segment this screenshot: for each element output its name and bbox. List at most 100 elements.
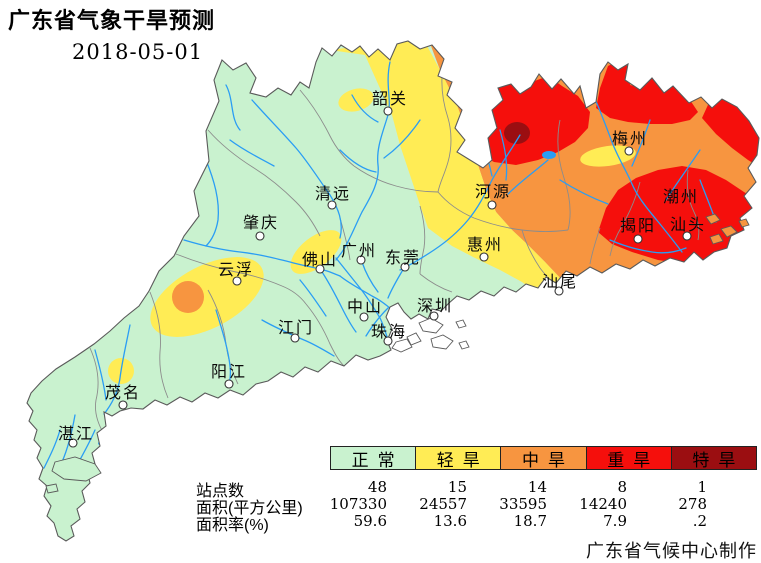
city-label-shenzhen: 深圳 (416, 298, 454, 315)
region-moderate-west-spot (172, 281, 204, 313)
region-light-drought-band (330, 41, 585, 308)
stats-row-label: 面积率(%) (196, 517, 269, 534)
stats-value: 15 (447, 478, 467, 496)
city-label-dongguan: 东莞 (384, 250, 422, 267)
stats-value: 33595 (499, 495, 547, 513)
region-severe-east-corner (702, 96, 759, 168)
city-label-yangjiang: 阳江 (210, 364, 248, 381)
city-label-guangzhou: 广州 (340, 243, 378, 260)
city-marker-maoming (118, 400, 128, 410)
stats-value: 1 (697, 478, 707, 496)
city-marker-shanwei (554, 286, 564, 296)
city-label-heyuan: 河源 (474, 184, 512, 201)
stats-value: 14 (527, 478, 547, 496)
city-marker-foshan (315, 264, 325, 274)
city-label-shantou: 汕头 (669, 217, 707, 234)
city-label-jieyang: 揭阳 (619, 218, 657, 235)
city-marker-qingyuan (327, 200, 337, 210)
city-marker-zhuhai (383, 336, 393, 346)
city-marker-guangzhou (356, 255, 366, 265)
city-label-meizhou: 梅州 (611, 131, 649, 148)
region-light-shaoguan (338, 88, 374, 112)
stats-value: 8 (617, 478, 627, 496)
city-label-shaoguan: 韶关 (371, 91, 409, 108)
region-severe-northeast (596, 60, 698, 124)
offshore-islands (45, 213, 750, 494)
legend-bar: 正常 轻旱 中旱 重旱 特旱 (330, 446, 757, 470)
city-marker-jieyang (633, 234, 643, 244)
island-small-2 (458, 340, 470, 350)
city-label-shanwei: 汕尾 (541, 274, 579, 291)
legend-cell-severe: 重旱 (586, 447, 672, 470)
island-hongkong-3 (406, 332, 422, 346)
island-nanao-3 (709, 233, 724, 245)
city-label-zhanjiang: 湛江 (57, 426, 95, 443)
city-marker-yunfu (232, 276, 242, 286)
island-small-1 (455, 319, 467, 329)
island-hongkong-2 (430, 334, 454, 350)
stats-row: 面积率(%) 59.6 13.6 18.7 7.9 .2 (0, 511, 761, 534)
stats-value: .2 (692, 512, 707, 530)
stats-value: 18.7 (513, 512, 547, 530)
stats-value: 13.6 (433, 512, 467, 530)
stats-row-label: 站点数 (196, 483, 245, 500)
city-marker-zhaoqing (255, 231, 265, 241)
island-nanao-1 (705, 213, 721, 225)
city-marker-zhanjiang (68, 438, 78, 448)
city-marker-jiangmen (290, 333, 300, 343)
city-label-qingyuan: 清远 (314, 186, 352, 203)
city-label-jiangmen: 江门 (277, 320, 315, 337)
legend-cell-light: 轻旱 (416, 447, 502, 470)
island-nanao-4 (738, 218, 750, 228)
city-marker-meizhou (624, 146, 634, 156)
stats-value: 107330 (329, 495, 387, 513)
legend-cell-label: 正常 (351, 450, 404, 470)
legend-cell-label: 中旱 (522, 450, 574, 470)
island-donghai (51, 456, 102, 482)
region-light-foshan (290, 230, 342, 274)
city-label-maoming: 茂名 (104, 385, 142, 402)
stats-value: 7.9 (603, 512, 627, 530)
stats-value: 24557 (419, 495, 467, 513)
stats-row-label: 面积(平方公里) (196, 500, 303, 517)
city-label-zhaoqing: 肇庆 (242, 215, 280, 232)
island-nanao-2 (720, 225, 738, 238)
city-label-chaozhou: 潮州 (662, 189, 700, 206)
stats-row: 面积(平方公里) 107330 24557 33595 14240 278 (0, 494, 761, 517)
legend-cell-label: 重旱 (607, 450, 660, 470)
city-marker-shantou (682, 231, 692, 241)
region-light-meizhou (580, 145, 636, 167)
city-marker-heyuan (487, 200, 497, 210)
city-label-foshan: 佛山 (301, 252, 339, 269)
city-marker-shenzhen (429, 311, 439, 321)
city-marker-yangjiang (224, 379, 234, 389)
stats-value: 278 (678, 495, 707, 513)
city-label-huizhou: 惠州 (466, 237, 504, 254)
city-marker-dongguan (400, 262, 410, 272)
forecast-date: 2018-05-01 (72, 40, 204, 64)
stats-value: 14240 (579, 495, 627, 513)
island-small-sw (45, 483, 59, 494)
legend-cell-extreme: 特旱 (671, 447, 757, 470)
city-marker-huizhou (479, 252, 489, 262)
stats-value: 59.6 (353, 512, 387, 530)
page-title: 广东省气象干旱预测 (8, 8, 216, 33)
credit-text: 广东省气候中心制作 (586, 541, 757, 561)
legend-cell-moderate: 中旱 (501, 447, 587, 470)
legend-cell-normal: 正常 (331, 447, 417, 470)
province-outline (26, 40, 760, 542)
legend-cell-label: 特旱 (692, 450, 745, 470)
city-label-yunfu: 云浮 (217, 262, 255, 279)
island-lantau (391, 338, 413, 353)
island-hongkong-1 (418, 317, 444, 334)
legend-cell-label: 轻旱 (436, 450, 489, 470)
city-label-zhongshan: 中山 (346, 299, 384, 316)
city-marker-shaoguan (383, 106, 393, 116)
stats-value: 48 (367, 478, 387, 496)
city-marker-zhongshan (359, 312, 369, 322)
stats-row: 站点数 48 15 14 8 1 (0, 477, 761, 500)
region-extreme-spot (504, 122, 530, 144)
city-label-zhuhai: 珠海 (370, 324, 408, 341)
